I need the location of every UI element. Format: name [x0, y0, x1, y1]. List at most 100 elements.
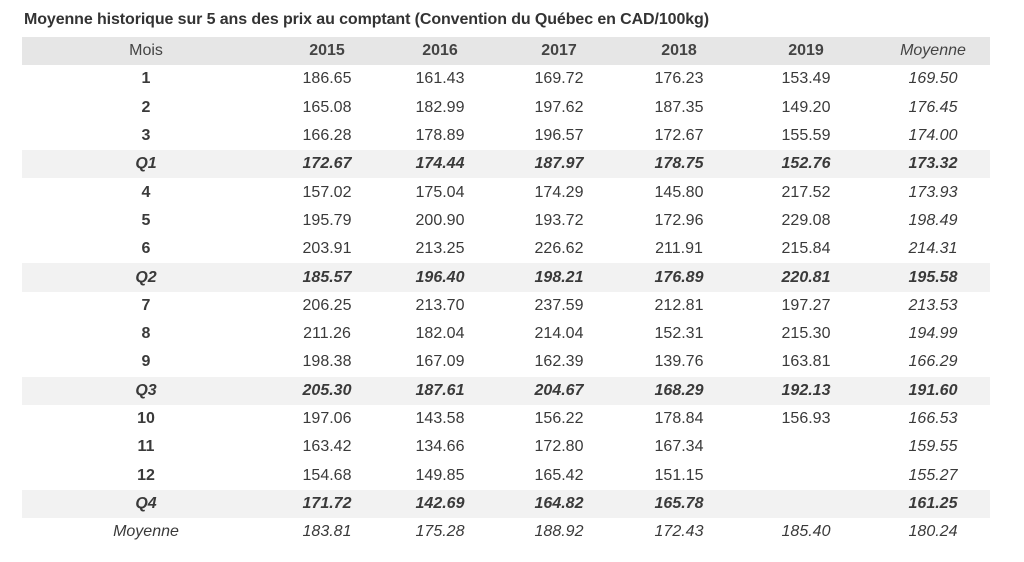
- average-cell: 173.32: [876, 150, 990, 179]
- table-row: 10 197.06 143.58 156.22 178.84 156.93 166.53: [22, 405, 990, 433]
- value-cell: 169.72: [534, 70, 584, 88]
- table-body: 1 186.65 161.43 169.72 176.23 153.49 169.50 2 16…: [22, 65, 990, 546]
- value-cell: 213.70: [415, 296, 465, 314]
- value-cell: 155.59: [781, 127, 831, 145]
- value-cell: 178.89: [415, 127, 465, 145]
- value-cell: 183.81: [302, 523, 352, 541]
- value-cell: 168.29: [622, 376, 736, 405]
- value-cell: 176.89: [622, 263, 736, 292]
- header-2015: 2015: [270, 37, 384, 66]
- header-mois: Mois: [22, 37, 270, 66]
- value-cell: 178.75: [622, 150, 736, 179]
- value-cell: 204.67: [496, 376, 622, 405]
- table-row: 4 157.02 175.04 174.29 145.80 217.52 173.93: [22, 178, 990, 206]
- average-row: Moyenne 183.81 175.28 188.92 172.43 185.40 180…: [22, 518, 990, 546]
- average-cell: 180.24: [908, 523, 958, 541]
- value-cell: 174.44: [384, 150, 496, 179]
- header-moyenne: Moyenne: [876, 37, 990, 66]
- row-label: 7: [141, 296, 151, 314]
- average-cell: 169.50: [908, 70, 958, 88]
- value-cell: 197.27: [781, 296, 831, 314]
- value-cell: 162.39: [534, 353, 584, 371]
- value-cell: 182.04: [415, 325, 465, 343]
- average-cell: 155.27: [908, 466, 958, 484]
- value-cell: 213.25: [415, 240, 465, 258]
- value-cell: 152.76: [736, 150, 876, 179]
- row-label: Q1: [22, 150, 270, 179]
- value-cell: [736, 489, 876, 519]
- row-label: 3: [141, 127, 151, 145]
- average-cell: 214.31: [908, 240, 958, 258]
- table-row: 12 154.68 149.85 165.42 151.15 155.27: [22, 461, 990, 489]
- value-cell: 215.30: [781, 325, 831, 343]
- row-label: 6: [141, 240, 151, 258]
- value-cell: 175.04: [415, 183, 465, 201]
- value-cell: [736, 461, 876, 489]
- row-label: 1: [141, 70, 151, 88]
- value-cell: 172.67: [270, 150, 384, 179]
- value-cell: 154.68: [302, 466, 352, 484]
- value-cell: 203.91: [302, 240, 352, 258]
- header-2017: 2017: [496, 37, 622, 66]
- value-cell: 187.61: [384, 376, 496, 405]
- average-cell: 176.45: [908, 98, 958, 116]
- value-cell: 165.78: [622, 489, 736, 519]
- value-cell: 142.69: [384, 489, 496, 519]
- row-label: 11: [137, 438, 155, 456]
- value-cell: 215.84: [781, 240, 831, 258]
- value-cell: 196.40: [384, 263, 496, 292]
- row-label: 10: [137, 410, 155, 427]
- quarter-row: Q4 171.72 142.69 164.82 165.78 161.25: [22, 489, 990, 519]
- value-cell: 171.72: [270, 489, 384, 519]
- average-cell: 213.53: [908, 296, 958, 314]
- value-cell: 172.67: [654, 127, 704, 145]
- average-cell: 173.93: [908, 183, 958, 201]
- value-cell: 163.42: [302, 438, 352, 456]
- value-cell: 174.29: [534, 183, 584, 201]
- header-2018: 2018: [622, 37, 736, 66]
- row-label: 2: [141, 98, 151, 116]
- row-label: 12: [137, 466, 155, 484]
- value-cell: 134.66: [415, 438, 465, 456]
- value-cell: 172.96: [654, 211, 704, 229]
- value-cell: 139.76: [654, 353, 704, 371]
- value-cell: 197.62: [534, 98, 584, 116]
- value-cell: 156.22: [534, 410, 584, 427]
- row-label: Q4: [22, 489, 270, 519]
- value-cell: 167.09: [415, 353, 465, 371]
- average-cell: 195.58: [876, 263, 990, 292]
- value-cell: 200.90: [415, 211, 465, 229]
- row-label: 4: [141, 183, 151, 201]
- value-cell: 229.08: [781, 211, 831, 229]
- value-cell: 143.58: [415, 410, 465, 427]
- average-cell: 166.53: [908, 410, 958, 427]
- value-cell: 220.81: [736, 263, 876, 292]
- value-cell: 206.25: [302, 296, 352, 314]
- value-cell: 186.65: [302, 70, 352, 88]
- value-cell: 182.99: [415, 98, 465, 116]
- row-label: 5: [141, 211, 151, 229]
- value-cell: 151.15: [654, 466, 704, 484]
- header-2019: 2019: [736, 37, 876, 66]
- value-cell: 185.40: [781, 523, 831, 541]
- value-cell: 211.26: [303, 325, 351, 343]
- table-row: 2 165.08 182.99 197.62 187.35 149.20 176.45: [22, 94, 990, 122]
- value-cell: 163.81: [781, 353, 831, 371]
- value-cell: 188.92: [534, 523, 584, 541]
- value-cell: 198.21: [496, 263, 622, 292]
- table-row: 8 211.26 182.04 214.04 152.31 215.30 194.99: [22, 320, 990, 348]
- table-row: 6 203.91 213.25 226.62 211.91 215.84 214.31: [22, 235, 990, 263]
- row-label: 8: [141, 325, 151, 343]
- value-cell: 164.82: [496, 489, 622, 519]
- value-cell: 195.79: [302, 211, 352, 229]
- value-cell: 193.72: [534, 211, 584, 229]
- value-cell: 167.34: [654, 438, 704, 456]
- value-cell: 156.93: [781, 410, 831, 427]
- row-label: Moyenne: [113, 523, 179, 541]
- value-cell: 198.38: [302, 353, 352, 371]
- table-row: 11 163.42 134.66 172.80 167.34 159.55: [22, 433, 990, 461]
- value-cell: 172.80: [534, 438, 584, 456]
- average-cell: 198.49: [908, 211, 958, 229]
- value-cell: 187.35: [654, 98, 704, 116]
